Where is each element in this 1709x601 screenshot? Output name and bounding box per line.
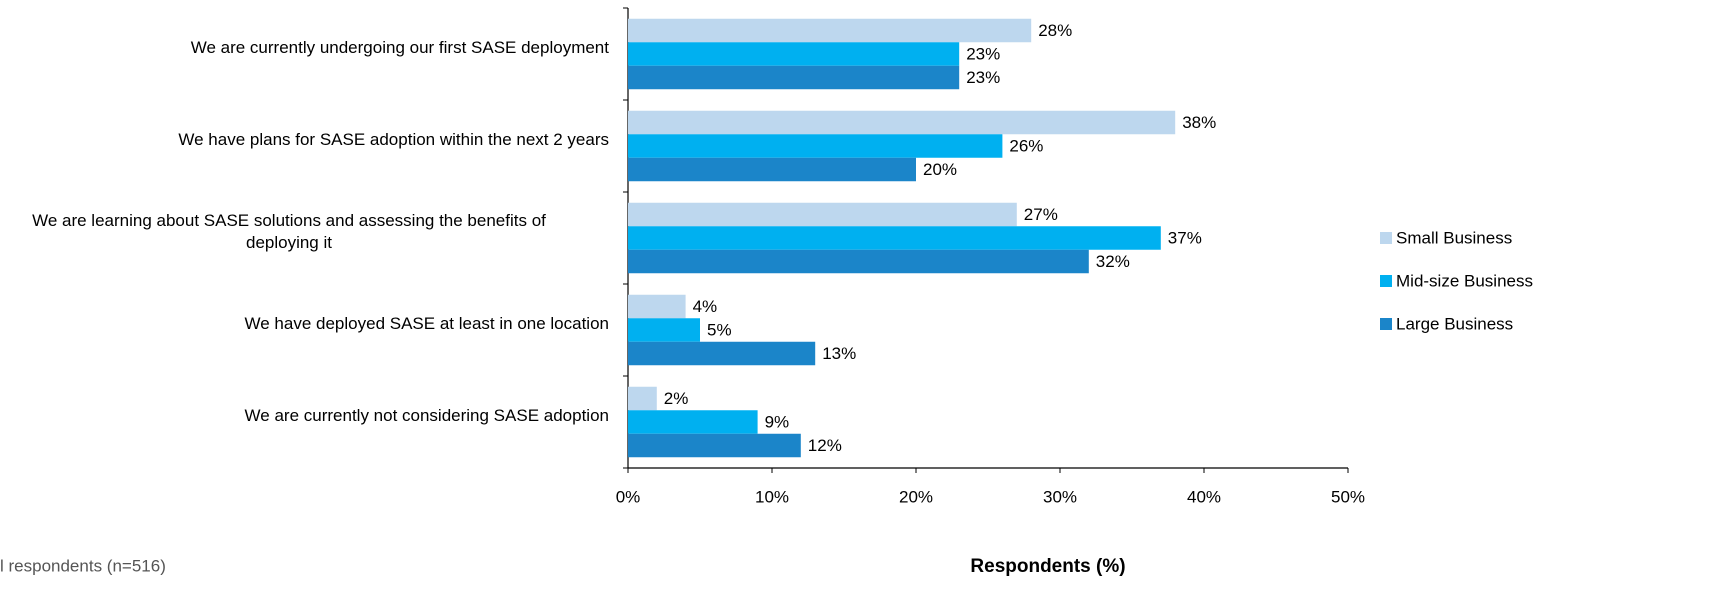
x-tick-label: 0% <box>616 487 641 506</box>
legend-swatch <box>1380 318 1392 330</box>
bar <box>628 134 1003 158</box>
bar <box>628 18 1032 43</box>
category-label: We have deployed SASE at least in one lo… <box>244 314 609 333</box>
bar <box>628 386 657 411</box>
bar <box>628 42 960 66</box>
category-label: We have plans for SASE adoption within t… <box>178 130 609 149</box>
category-label: We are currently undergoing our first SA… <box>190 38 609 57</box>
value-label: 12% <box>808 436 842 455</box>
category-label: We are currently not considering SASE ad… <box>244 406 609 425</box>
x-tick-label: 10% <box>755 487 789 506</box>
bar <box>628 341 816 366</box>
bar <box>628 226 1161 250</box>
x-axis-title: Respondents (%) <box>970 556 1125 577</box>
value-label: 37% <box>1168 228 1202 247</box>
x-tick-label: 40% <box>1187 487 1221 506</box>
bar <box>628 433 801 458</box>
x-tick-label: 50% <box>1331 487 1365 506</box>
footnote: l respondents (n=516) <box>0 556 166 575</box>
value-label: 23% <box>966 68 1000 87</box>
legend-label: Small Business <box>1396 228 1512 247</box>
bar <box>628 110 1176 135</box>
bar <box>628 249 1089 274</box>
value-label: 32% <box>1096 252 1130 271</box>
value-label: 27% <box>1024 205 1058 224</box>
value-label: 13% <box>822 344 856 363</box>
value-label: 23% <box>966 44 1000 63</box>
legend-swatch <box>1380 232 1392 244</box>
bar <box>628 157 916 182</box>
bar <box>628 318 700 342</box>
legend-label: Mid-size Business <box>1396 271 1533 290</box>
legend-swatch <box>1380 275 1392 287</box>
value-label: 20% <box>923 160 957 179</box>
value-label: 4% <box>693 297 718 316</box>
value-label: 38% <box>1182 113 1216 132</box>
value-label: 28% <box>1038 21 1072 40</box>
x-tick-label: 30% <box>1043 487 1077 506</box>
value-label: 9% <box>765 412 790 431</box>
bar <box>628 294 686 319</box>
bar <box>628 410 758 434</box>
x-tick-label: 20% <box>899 487 933 506</box>
bar <box>628 202 1017 227</box>
value-label: 5% <box>707 320 732 339</box>
value-label: 26% <box>1009 136 1043 155</box>
value-label: 2% <box>664 389 689 408</box>
category-label: We are learning about SASE solutions and… <box>32 211 546 252</box>
legend-label: Large Business <box>1396 314 1513 333</box>
bar <box>628 65 960 90</box>
